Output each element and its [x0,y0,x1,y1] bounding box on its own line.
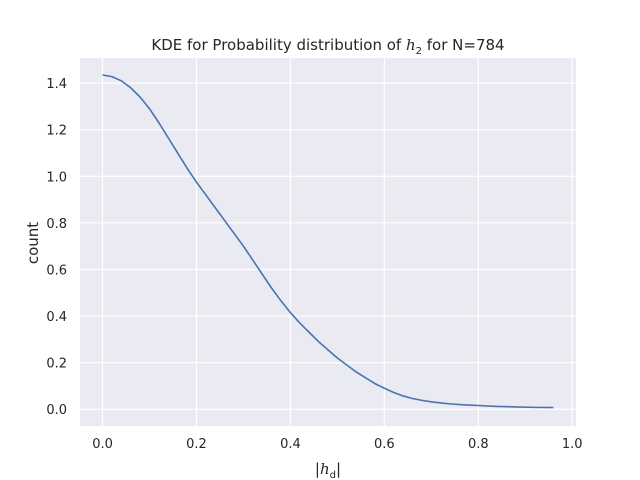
y-axis-label: count [24,222,42,264]
x-tick-label: 0.0 [92,437,113,452]
y-tick-label: 0.6 [46,263,67,278]
y-tick-label: 1.2 [46,124,67,139]
x-label-base: h [320,460,330,478]
x-tick-label: 0.4 [280,437,301,452]
grid-lines [80,58,576,426]
series-group [102,74,554,409]
plot-area [80,58,576,426]
y-tick-label: 0.0 [46,403,67,418]
x-tick-labels: 0.0 0.2 0.4 0.6 0.8 1.0 [92,437,582,452]
x-tick-label: 1.0 [562,437,583,452]
chart-title: KDE for Probability distribution of h2 f… [151,36,504,57]
y-tick-label: 0.2 [46,357,67,372]
y-tick-label: 1.0 [46,170,67,185]
title-prefix: KDE for Probability distribution of [151,36,406,54]
x-axis-label: |hd| [315,460,341,480]
x-label-bar-right: | [336,460,341,478]
kde-line-series-0 [102,74,554,409]
x-tick-label: 0.2 [186,437,207,452]
title-suffix: for N=784 [422,36,505,54]
x-tick-label: 0.6 [374,437,395,452]
y-tick-label: 1.4 [46,77,67,92]
y-tick-label: 0.4 [46,310,67,325]
x-tick-label: 0.8 [468,437,489,452]
x-label-bar-left: | [315,460,320,478]
x-label-sub: d [330,470,336,480]
y-tick-label: 0.8 [46,217,67,232]
title-math-base: h [406,36,416,54]
y-tick-labels: 0.0 0.2 0.4 0.6 0.8 1.0 1.2 1.4 [46,77,67,418]
title-math-sub: 2 [416,46,422,57]
